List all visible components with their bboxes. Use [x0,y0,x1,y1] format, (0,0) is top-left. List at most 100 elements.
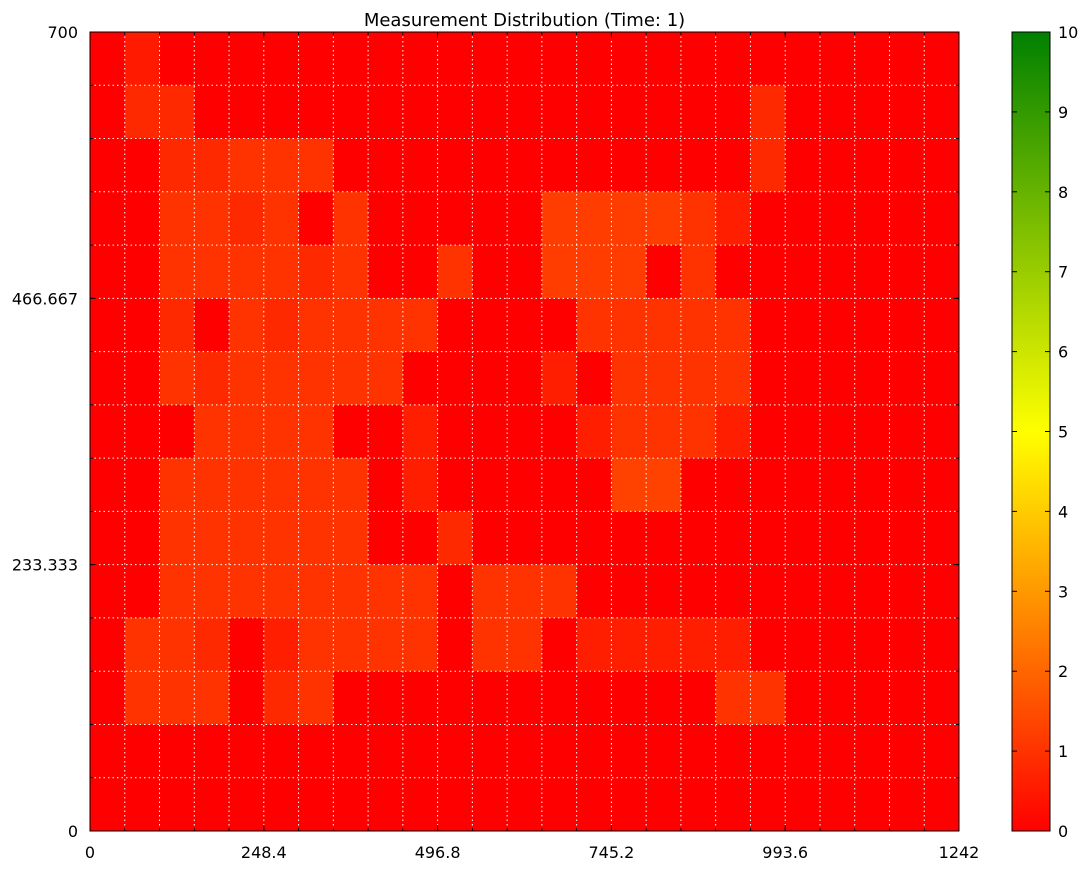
heatmap-cell [402,245,439,299]
heatmap-cell [124,85,161,140]
heatmap-cell [715,404,751,459]
heatmap-cell [576,617,612,672]
colorbar-tick-labels: 0 1 2 3 4 5 6 7 8 9 10 [1058,23,1078,841]
chart-title: Measurement Distribution (Time: 1) [364,10,685,31]
heatmap-cell [90,511,126,566]
heatmap-cell [785,404,821,459]
heatmap-cell [819,671,856,725]
heatmap-cell [854,617,890,672]
heatmap-cell [194,191,230,246]
heatmap-cell [229,298,265,353]
heatmap-cell [402,191,439,246]
heatmap-cell [472,85,508,140]
heatmap-cell [889,245,925,299]
heatmap-cell [368,138,404,193]
heatmap-cell [680,671,717,725]
heatmap-cell [854,671,890,725]
heatmap-cell [472,298,508,353]
heatmap-cell [507,458,543,512]
heatmap-cell [854,298,890,353]
heatmap-cell [785,298,821,353]
heatmap-cell [715,724,751,779]
heatmap-cell [541,138,578,193]
heatmap-cell [437,85,473,140]
heatmap-cell [646,32,682,86]
heatmap-cell [889,724,925,779]
heatmap-cell [298,85,334,140]
heatmap-cell [90,617,126,672]
heatmap-cell [124,298,161,353]
heatmap-cell [785,617,821,672]
heatmap-cell [229,617,265,672]
heatmap-cell [263,404,300,459]
heatmap-cell [611,298,647,353]
grid-lines [90,32,959,831]
heatmap-cell [368,564,404,619]
heatmap-cell [263,298,300,353]
heatmap-cell [368,671,404,725]
heatmap-cell [715,617,751,672]
y-tick-label: 466.667 [12,289,78,308]
x-tick-label: 745.2 [588,843,634,862]
heatmap-cell [924,724,960,779]
heatmap-cell [750,458,786,512]
heatmap-cell [785,32,821,86]
heatmap-cell [680,191,717,246]
heatmap-cell [750,245,786,299]
heatmap-cell [298,138,334,193]
heatmap-cell [611,458,647,512]
heatmap-cell [333,351,369,406]
heatmap-cell [611,85,647,140]
heatmap-cell [90,191,126,246]
heatmap-cell [472,724,508,779]
x-tick-label: 248.4 [241,843,287,862]
heatmap-cell [680,777,717,832]
heatmap-cell [437,245,473,299]
heatmap-cell [541,671,578,725]
heatmap-cell [229,191,265,246]
heatmap-cell [854,511,890,566]
heatmap-cell [750,138,786,193]
heatmap-cell [785,245,821,299]
heatmap-cell [715,85,751,140]
heatmap-cell [576,777,612,832]
heatmap-cell [680,85,717,140]
heatmap-cell [402,458,439,512]
heatmap-cell [576,458,612,512]
heatmap-cell [472,671,508,725]
heatmap-cell [889,671,925,725]
heatmap-cell [924,458,960,512]
heatmap-cell [229,777,265,832]
heatmap-cell [124,511,161,566]
heatmap-cell [437,191,473,246]
heatmap-cell [472,245,508,299]
heatmap-cell [368,32,404,86]
heatmap-cell [785,777,821,832]
heatmap-cell [646,564,682,619]
heatmap-cell [333,298,369,353]
heatmap-cell [611,138,647,193]
x-tick-label: 496.8 [415,843,461,862]
heatmap-cell [263,245,300,299]
heatmap-cell [646,138,682,193]
y-tick-label: 0 [68,822,78,841]
heatmap-cell [750,511,786,566]
heatmap-cell [437,138,473,193]
heatmap-cell [229,138,265,193]
heatmap-cell [576,404,612,459]
heatmap-cell [333,85,369,140]
heatmap-cell [229,564,265,619]
heatmap-cell [402,617,439,672]
heatmap-cell [194,617,230,672]
colorbar-tick-label: 4 [1058,502,1068,521]
heatmap-cell [541,85,578,140]
heatmap-cell [402,138,439,193]
heatmap-cell [541,564,578,619]
colorbar-tick-label: 2 [1058,662,1068,681]
heatmap-cell [785,351,821,406]
heatmap-cell [576,351,612,406]
heatmap-cell [472,32,508,86]
heatmap-cell [159,191,195,246]
heatmap-cell [924,85,960,140]
heatmap-cell [715,777,751,832]
